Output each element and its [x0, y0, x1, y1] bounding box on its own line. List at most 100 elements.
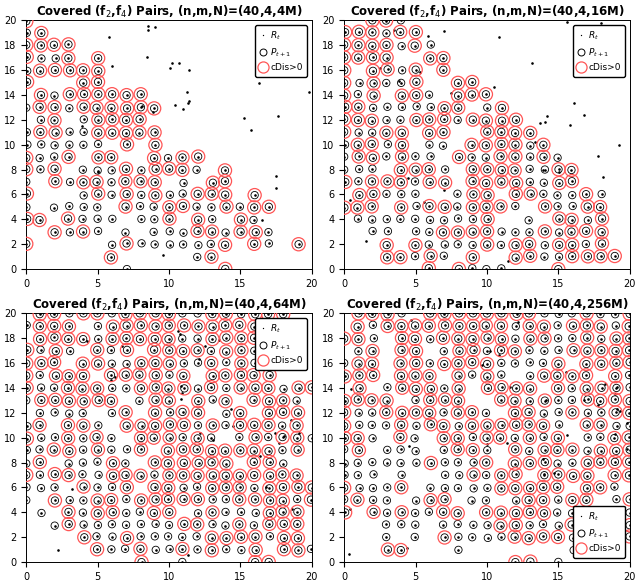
- Point: [354, 445, 364, 455]
- Point: [106, 396, 116, 406]
- Point: [193, 189, 203, 199]
- Point: [353, 346, 364, 356]
- Point: [148, 433, 159, 442]
- Point: [121, 128, 131, 138]
- Point: [453, 78, 463, 87]
- Point: [381, 128, 392, 138]
- Point: [50, 176, 60, 186]
- Point: [483, 520, 493, 530]
- Point: [49, 141, 60, 150]
- Point: [438, 127, 449, 137]
- Point: [510, 359, 520, 368]
- Point: [611, 346, 621, 356]
- Point: [454, 421, 464, 431]
- Point: [208, 471, 218, 480]
- Point: [538, 455, 548, 464]
- Point: [454, 321, 465, 331]
- Point: [49, 333, 60, 342]
- Point: [609, 390, 620, 399]
- Point: [410, 240, 420, 250]
- Point: [524, 420, 534, 429]
- Point: [424, 115, 435, 124]
- Point: [553, 557, 563, 567]
- Point: [51, 54, 61, 63]
- Point: [234, 483, 244, 492]
- Point: [495, 152, 506, 161]
- Point: [596, 532, 606, 541]
- Point: [22, 140, 33, 149]
- Point: [396, 345, 406, 355]
- Point: [552, 153, 563, 162]
- Point: [396, 359, 406, 368]
- Point: [49, 203, 59, 212]
- Point: [524, 447, 534, 456]
- Point: [136, 445, 146, 454]
- Point: [525, 357, 535, 367]
- Point: [51, 346, 61, 356]
- Point: [106, 434, 116, 443]
- Point: [489, 82, 499, 91]
- Point: [291, 421, 301, 430]
- Point: [453, 359, 463, 368]
- Point: [193, 240, 204, 250]
- Point: [150, 23, 160, 32]
- Point: [497, 335, 507, 344]
- Point: [36, 508, 47, 517]
- Point: [120, 459, 131, 468]
- Point: [552, 153, 563, 162]
- Point: [21, 359, 31, 368]
- Point: [49, 321, 60, 331]
- Point: [93, 128, 104, 137]
- Point: [625, 508, 635, 517]
- Point: [339, 203, 349, 212]
- Point: [397, 91, 407, 100]
- Point: [511, 469, 521, 479]
- Point: [263, 309, 273, 319]
- Point: [540, 202, 550, 211]
- Point: [424, 115, 435, 124]
- Point: [221, 495, 231, 504]
- Point: [597, 239, 607, 248]
- Point: [163, 446, 173, 455]
- Point: [368, 370, 378, 380]
- Point: [79, 127, 89, 137]
- Point: [207, 189, 217, 198]
- Point: [625, 508, 635, 517]
- Point: [122, 359, 132, 369]
- Point: [193, 309, 203, 318]
- Point: [468, 483, 479, 493]
- Point: [567, 333, 577, 343]
- Point: [93, 214, 103, 223]
- Point: [440, 178, 450, 188]
- Point: [249, 446, 259, 455]
- Point: [583, 216, 593, 225]
- Point: [278, 396, 288, 405]
- Point: [193, 152, 204, 161]
- Point: [509, 396, 520, 406]
- Point: [251, 227, 261, 237]
- Point: [353, 471, 363, 480]
- Point: [21, 16, 31, 26]
- Title: Covered (f$_2$,f$_4$) Pairs, (n,m,N)=(40,4,4M): Covered (f$_2$,f$_4$) Pairs, (n,m,N)=(40…: [36, 4, 302, 21]
- Point: [353, 408, 364, 417]
- Point: [64, 322, 74, 331]
- Point: [206, 383, 216, 392]
- Point: [220, 264, 230, 274]
- Point: [552, 190, 563, 200]
- Point: [77, 384, 88, 393]
- Point: [496, 321, 506, 331]
- Point: [63, 420, 73, 430]
- Point: [207, 447, 217, 456]
- Point: [177, 309, 188, 318]
- Point: [367, 139, 377, 149]
- Point: [497, 227, 507, 236]
- Point: [367, 458, 378, 467]
- Point: [184, 65, 194, 74]
- Point: [220, 507, 230, 517]
- Point: [78, 66, 88, 75]
- Point: [250, 557, 260, 567]
- Point: [150, 164, 161, 173]
- Point: [122, 139, 132, 149]
- Point: [583, 508, 593, 517]
- Point: [36, 396, 47, 405]
